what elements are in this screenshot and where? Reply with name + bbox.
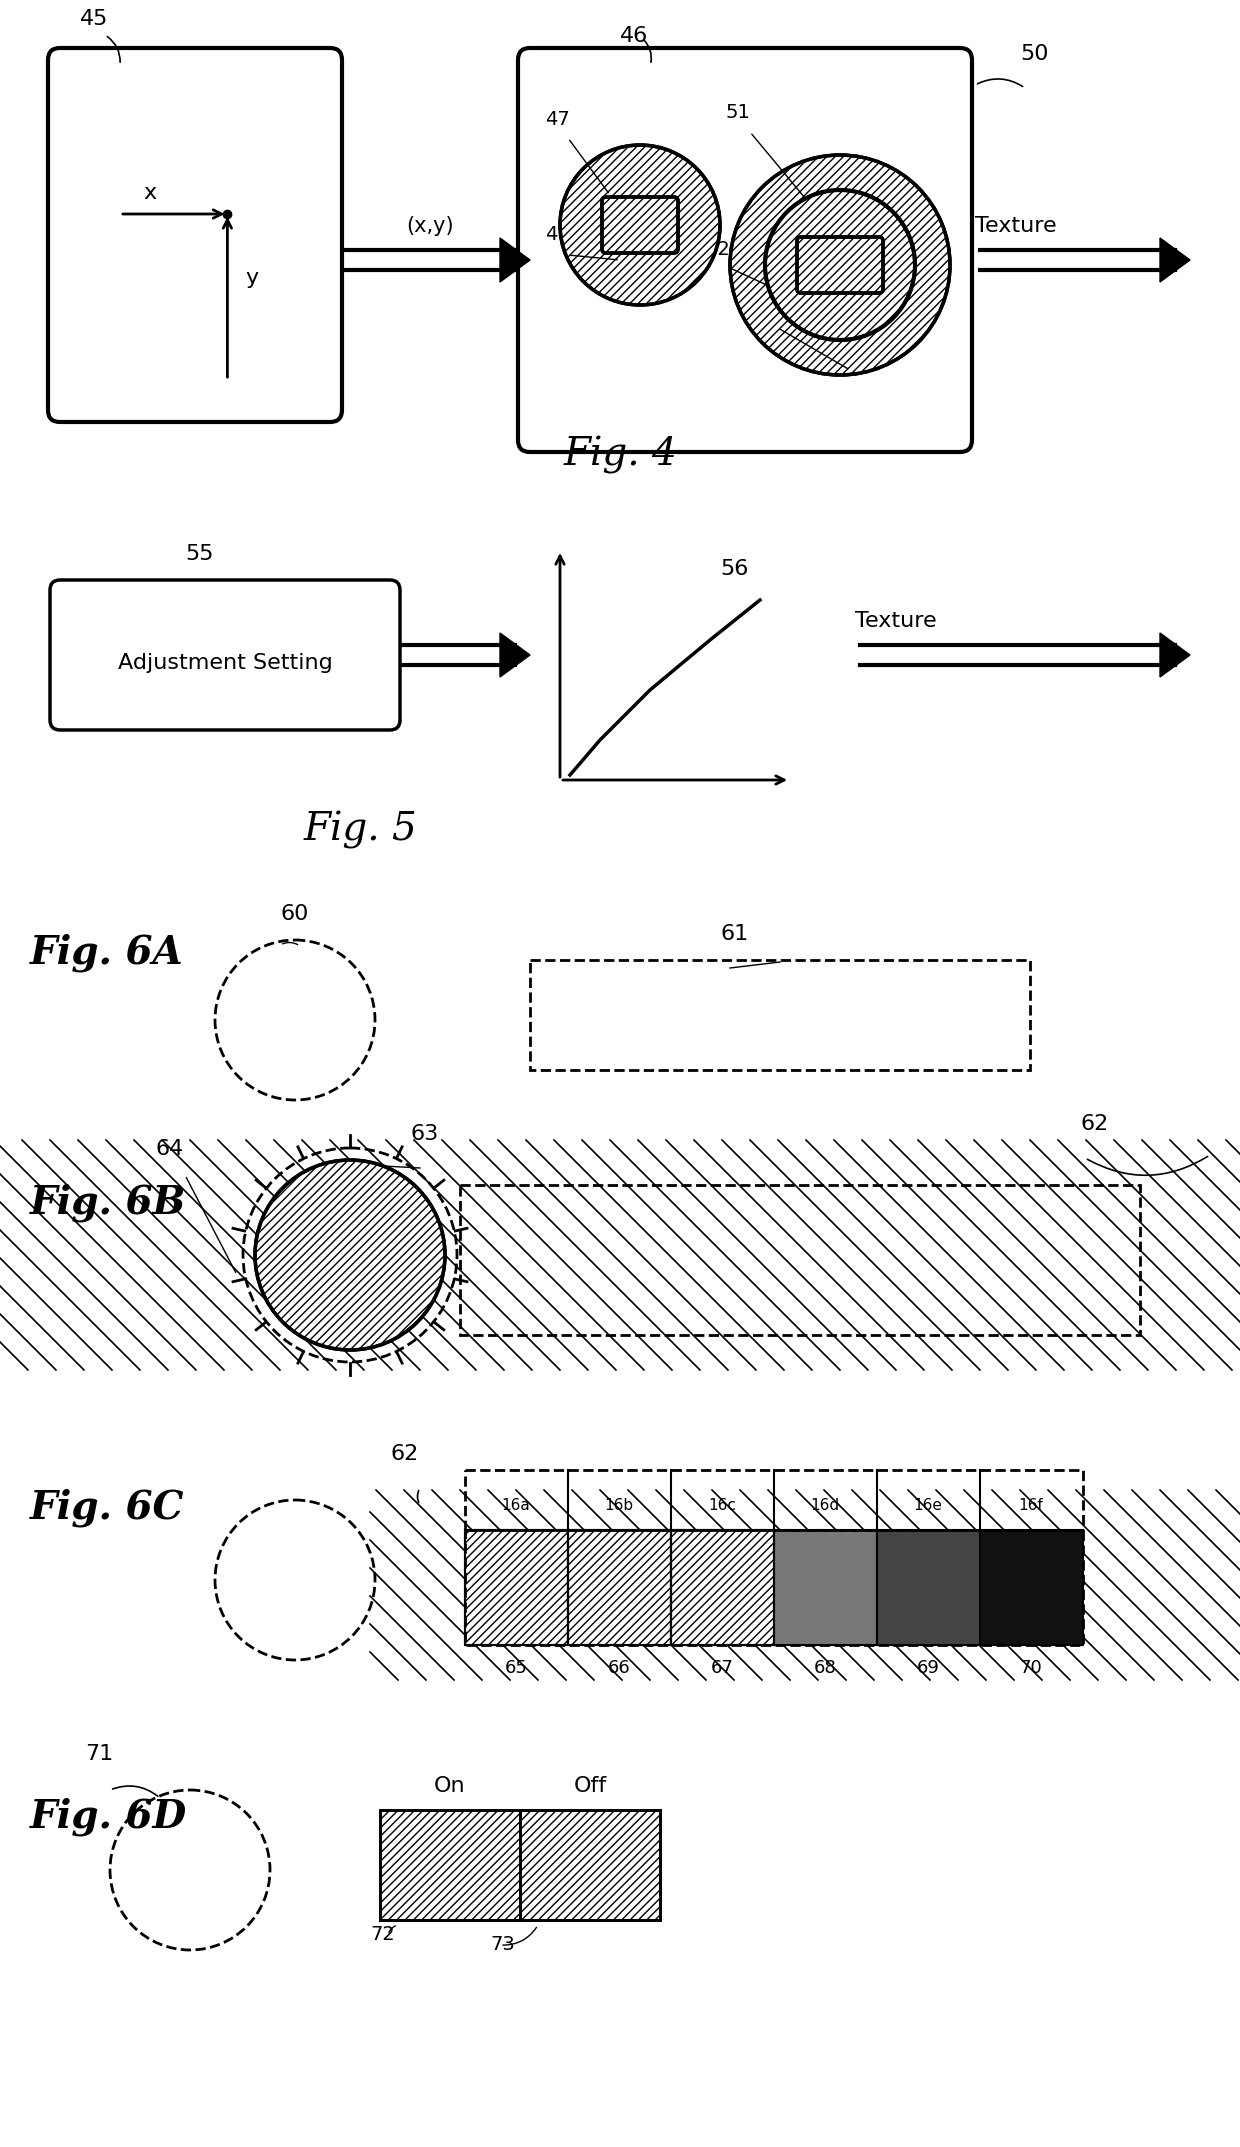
- Text: 66: 66: [608, 1660, 630, 1677]
- Bar: [379, 1810, 660, 1919]
- Text: Texture: Texture: [856, 612, 936, 631]
- Bar: [460, 1185, 1140, 1335]
- FancyBboxPatch shape: [518, 47, 972, 453]
- Text: 16b: 16b: [604, 1496, 634, 1511]
- Bar: [465, 1471, 1083, 1531]
- Text: 73: 73: [490, 1934, 515, 1954]
- Bar: [465, 1531, 1083, 1645]
- Text: Fig. 5: Fig. 5: [303, 812, 417, 848]
- Bar: [465, 1531, 568, 1645]
- Text: 16e: 16e: [914, 1496, 942, 1511]
- Text: Fig. 6D: Fig. 6D: [30, 1797, 187, 1836]
- FancyBboxPatch shape: [601, 198, 678, 253]
- Text: Fig. 6A: Fig. 6A: [30, 934, 184, 970]
- Text: 70: 70: [1019, 1660, 1043, 1677]
- Text: 72: 72: [370, 1926, 394, 1943]
- Text: 62: 62: [391, 1445, 418, 1464]
- Text: 60: 60: [280, 904, 309, 923]
- Text: 56: 56: [720, 558, 749, 580]
- Bar: [520, 1810, 660, 1919]
- FancyBboxPatch shape: [48, 47, 342, 423]
- Bar: [465, 1531, 568, 1645]
- FancyBboxPatch shape: [797, 236, 883, 292]
- Text: 46: 46: [620, 26, 649, 45]
- Text: (x,y): (x,y): [407, 217, 454, 236]
- Polygon shape: [500, 633, 529, 676]
- Text: 65: 65: [505, 1660, 527, 1677]
- Bar: [568, 1531, 671, 1645]
- Bar: [379, 1810, 520, 1919]
- Bar: [0, 1140, 1240, 1370]
- FancyBboxPatch shape: [50, 580, 401, 730]
- Text: 63: 63: [410, 1125, 438, 1144]
- Text: 64: 64: [155, 1140, 184, 1159]
- Text: 47: 47: [546, 109, 569, 129]
- Circle shape: [560, 146, 720, 305]
- Circle shape: [255, 1159, 445, 1350]
- Bar: [774, 1531, 877, 1645]
- Text: 55: 55: [185, 543, 213, 565]
- Bar: [671, 1531, 774, 1645]
- Text: Off: Off: [573, 1776, 606, 1797]
- Text: Fig. 4: Fig. 4: [563, 436, 677, 474]
- Bar: [529, 960, 1030, 1069]
- Polygon shape: [1159, 633, 1190, 676]
- Text: 50: 50: [1021, 43, 1049, 64]
- Text: Adjustment Setting: Adjustment Setting: [118, 653, 332, 672]
- Bar: [980, 1531, 1083, 1645]
- Polygon shape: [500, 238, 529, 281]
- Text: 16f: 16f: [1018, 1496, 1043, 1511]
- Text: 62: 62: [1080, 1114, 1109, 1134]
- Bar: [370, 1490, 1240, 1679]
- Polygon shape: [1159, 238, 1190, 281]
- Bar: [671, 1531, 774, 1645]
- Text: Fig. 6B: Fig. 6B: [30, 1183, 186, 1222]
- Text: 61: 61: [720, 923, 748, 945]
- Text: Texture: Texture: [975, 217, 1056, 236]
- Text: 68: 68: [813, 1660, 836, 1677]
- Text: x: x: [144, 182, 156, 204]
- Text: 67: 67: [711, 1660, 733, 1677]
- Bar: [568, 1531, 671, 1645]
- Text: 16d: 16d: [811, 1496, 839, 1511]
- Bar: [379, 1810, 520, 1919]
- Text: On: On: [434, 1776, 466, 1797]
- Text: 51: 51: [725, 103, 750, 122]
- Text: y: y: [246, 268, 258, 288]
- Text: 71: 71: [86, 1743, 113, 1765]
- Text: 69: 69: [916, 1660, 940, 1677]
- Circle shape: [730, 155, 950, 376]
- Text: 48: 48: [546, 225, 569, 245]
- Bar: [520, 1810, 660, 1919]
- Circle shape: [765, 189, 915, 339]
- Text: 16c: 16c: [708, 1496, 735, 1511]
- Text: 45: 45: [81, 9, 108, 30]
- Bar: [877, 1531, 980, 1645]
- Text: 16a: 16a: [502, 1496, 531, 1511]
- Text: 52: 52: [706, 240, 730, 260]
- Text: 53: 53: [760, 305, 785, 324]
- Text: Fig. 6C: Fig. 6C: [30, 1488, 185, 1527]
